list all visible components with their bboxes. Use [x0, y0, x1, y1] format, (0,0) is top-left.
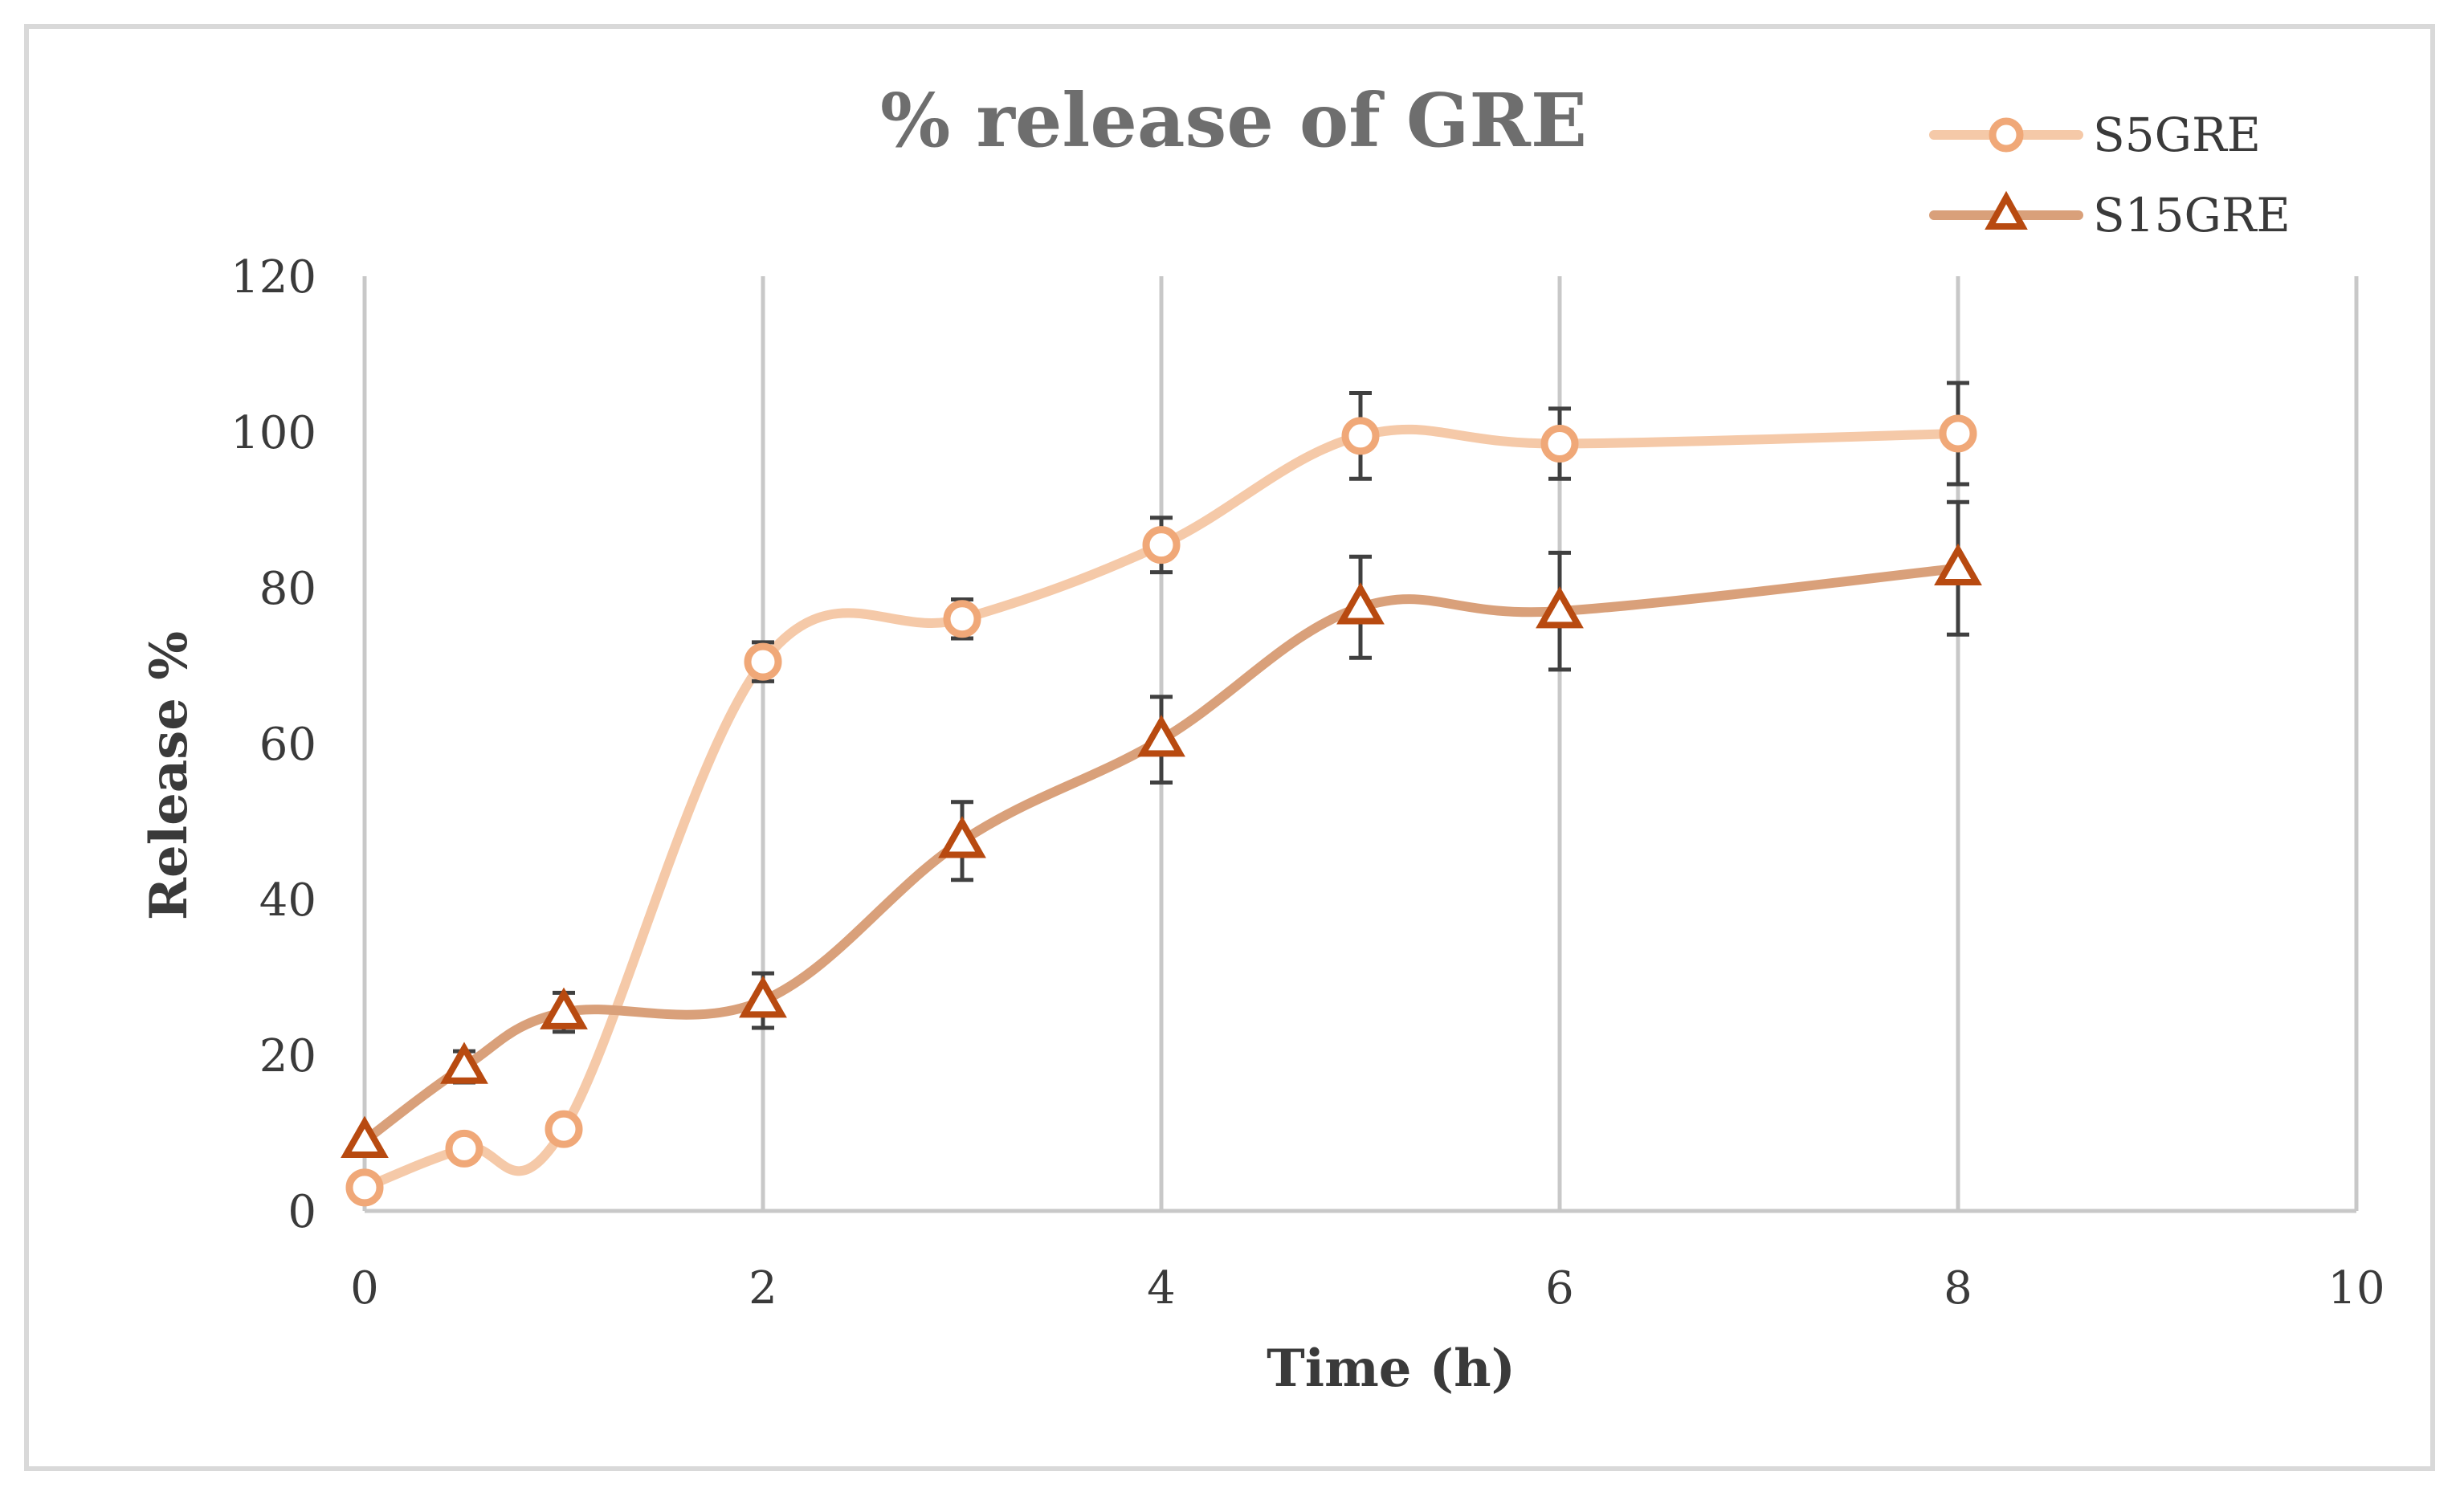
data-point-circle — [1142, 526, 1181, 565]
data-point-triangle — [1934, 543, 1982, 585]
data-point-triangle — [341, 1115, 389, 1158]
x-tick-label: 4 — [1147, 1262, 1176, 1315]
series-layer — [341, 381, 1982, 1207]
data-point-circle — [1341, 417, 1380, 455]
data-point-triangle — [1336, 582, 1385, 625]
x-tick-label: 0 — [350, 1262, 379, 1315]
data-point-triangle — [938, 816, 986, 858]
data-point-triangle — [739, 976, 787, 1018]
x-tick-label: 8 — [1944, 1262, 1972, 1315]
legend-item-s5gre: S5GRE — [1929, 108, 2261, 162]
x-tick-label: 10 — [2327, 1262, 2384, 1315]
y-tick-label: 120 — [230, 251, 316, 304]
data-point-circle — [345, 1168, 384, 1207]
legend-circle-marker — [1989, 117, 2024, 153]
data-point-triangle — [1536, 586, 1584, 629]
x-tick-label: 2 — [749, 1262, 777, 1315]
y-tick-label: 20 — [259, 1030, 316, 1082]
chart-title: % release of GRE — [880, 77, 1587, 164]
y-axis-title: Release % — [139, 631, 199, 920]
y-tick-label: 80 — [259, 563, 316, 615]
data-point-triangle — [440, 1041, 488, 1084]
series-s15gre — [341, 499, 1982, 1158]
data-point-triangle — [540, 987, 588, 1029]
y-tick-label: 0 — [288, 1186, 316, 1238]
data-point-circle — [943, 600, 981, 638]
data-point-circle — [445, 1129, 483, 1168]
legend-item-s15gre: S15GRE — [1929, 188, 2291, 243]
series-s5gre — [345, 381, 1977, 1207]
legend-triangle-marker — [1985, 190, 2028, 230]
axes — [362, 276, 2356, 1213]
x-tick-label: 6 — [1545, 1262, 1574, 1315]
y-tick-label: 60 — [259, 719, 316, 771]
y-tick-label: 40 — [259, 874, 316, 927]
data-point-circle — [744, 642, 782, 681]
y-tick-label: 100 — [230, 407, 316, 459]
chart-frame: 0 2 4 6 8 10 0 20 40 60 80 100 120 % release of GRE … — [24, 24, 2435, 1471]
x-axis-title: Time (h) — [1267, 1339, 1516, 1399]
legend-label-s5gre: S5GRE — [2093, 108, 2261, 162]
data-point-triangle — [1137, 715, 1185, 757]
legend: S5GRE S15GRE — [1929, 108, 2291, 243]
legend-label-s15gre: S15GRE — [2093, 188, 2291, 243]
data-point-circle — [1540, 425, 1579, 463]
data-point-circle — [1939, 414, 1977, 453]
data-point-circle — [545, 1110, 583, 1148]
